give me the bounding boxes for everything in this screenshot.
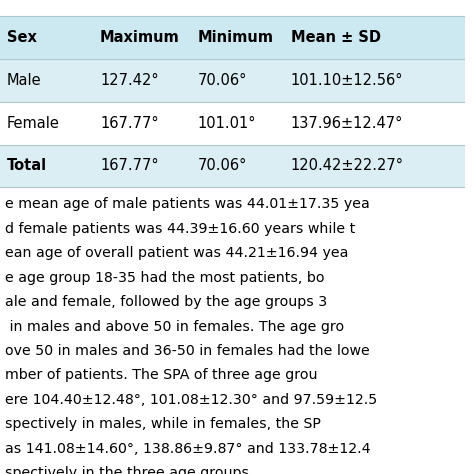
Text: 70.06°: 70.06° <box>198 73 247 88</box>
Text: Female: Female <box>7 116 60 131</box>
Text: 137.96±12.47°: 137.96±12.47° <box>291 116 403 131</box>
Text: 101.10±12.56°: 101.10±12.56° <box>291 73 403 88</box>
Text: ove 50 in males and 36-50 in females had the lowe: ove 50 in males and 36-50 in females had… <box>5 344 369 358</box>
Text: 167.77°: 167.77° <box>100 158 159 173</box>
Text: 70.06°: 70.06° <box>198 158 247 173</box>
Text: Mean ± SD: Mean ± SD <box>291 30 381 45</box>
Text: 167.77°: 167.77° <box>100 116 159 131</box>
Text: d female patients was 44.39±16.60 years while t: d female patients was 44.39±16.60 years … <box>5 222 355 236</box>
Text: spectively in males, while in females, the SP: spectively in males, while in females, t… <box>5 417 320 431</box>
Text: Total: Total <box>7 158 47 173</box>
Text: ean age of overall patient was 44.21±16.94 yea: ean age of overall patient was 44.21±16.… <box>5 246 348 260</box>
Text: ere 104.40±12.48°, 101.08±12.30° and 97.59±12.5: ere 104.40±12.48°, 101.08±12.30° and 97.… <box>5 393 377 407</box>
Bar <box>0 145 465 187</box>
Bar <box>0 102 465 145</box>
Bar <box>0 16 465 59</box>
Text: as 141.08±14.60°, 138.86±9.87° and 133.78±12.4: as 141.08±14.60°, 138.86±9.87° and 133.7… <box>5 442 370 456</box>
Text: spectively in the three age groups.: spectively in the three age groups. <box>5 466 253 474</box>
Text: e mean age of male patients was 44.01±17.35 yea: e mean age of male patients was 44.01±17… <box>5 198 369 211</box>
Bar <box>0 59 465 102</box>
Text: Minimum: Minimum <box>198 30 274 45</box>
Text: e age group 18-35 had the most patients, bo: e age group 18-35 had the most patients,… <box>5 271 324 285</box>
Text: Maximum: Maximum <box>100 30 180 45</box>
Text: Male: Male <box>7 73 42 88</box>
Text: mber of patients. The SPA of three age grou: mber of patients. The SPA of three age g… <box>5 368 317 383</box>
Text: ale and female, followed by the age groups 3: ale and female, followed by the age grou… <box>5 295 327 309</box>
Text: 120.42±22.27°: 120.42±22.27° <box>291 158 404 173</box>
Text: 101.01°: 101.01° <box>198 116 256 131</box>
Text: 127.42°: 127.42° <box>100 73 159 88</box>
Text: in males and above 50 in females. The age gro: in males and above 50 in females. The ag… <box>5 319 344 334</box>
Text: Sex: Sex <box>7 30 37 45</box>
